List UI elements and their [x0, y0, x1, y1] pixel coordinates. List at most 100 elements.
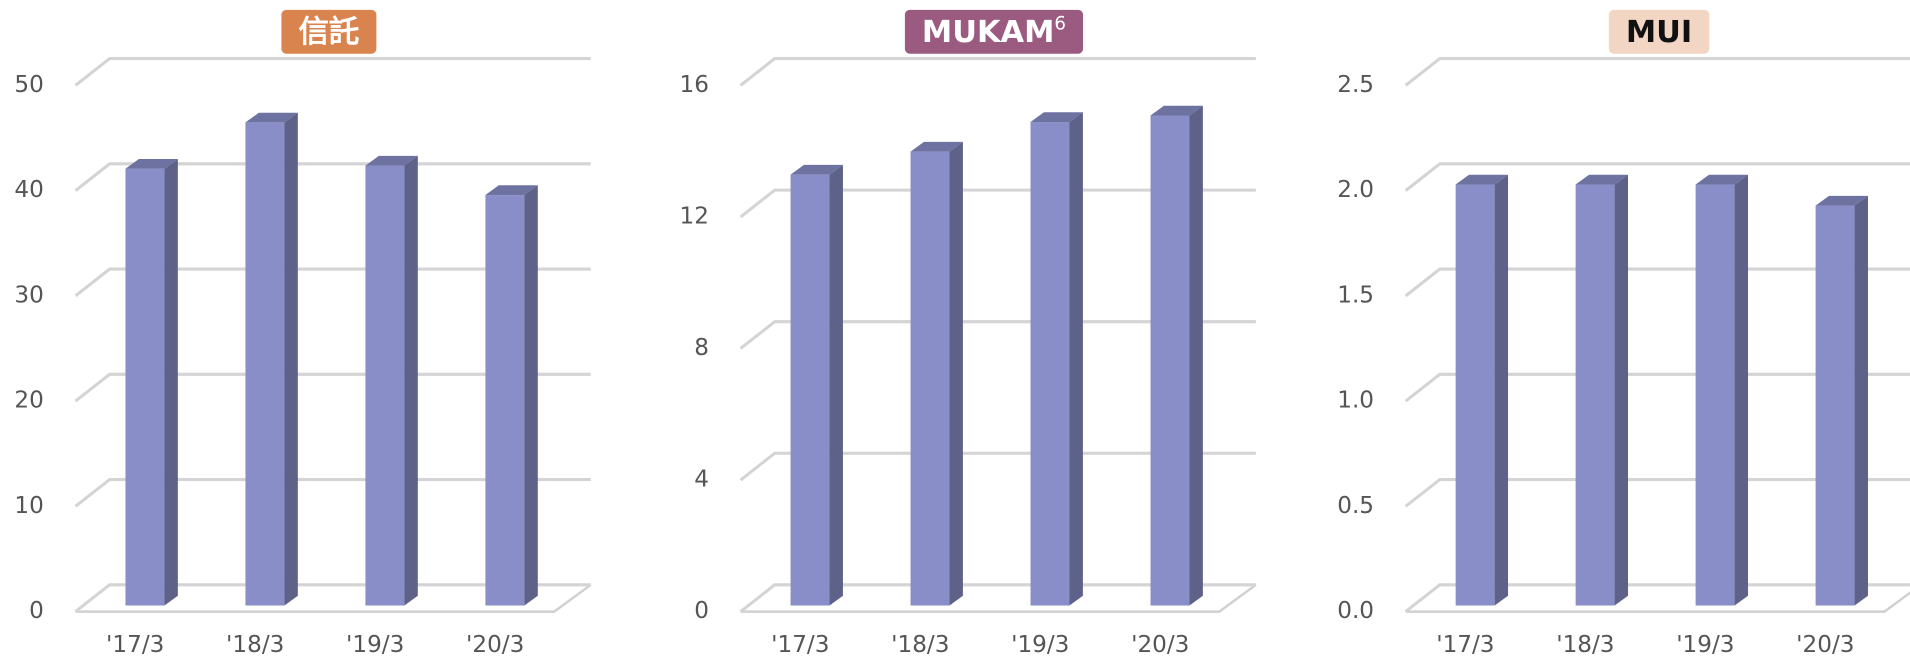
y-tick-label: 1.0 — [1337, 388, 1374, 414]
bar-side — [1614, 174, 1629, 606]
bar-top — [245, 112, 298, 123]
x-tick-label: '19/3 — [1011, 632, 1069, 658]
grid-line — [1404, 583, 1910, 613]
grid-line — [1404, 372, 1910, 403]
bar-side — [829, 164, 843, 606]
y-tick-label: 0.0 — [1337, 598, 1374, 624]
x-tick-label: '17/3 — [106, 632, 164, 658]
y-tick-label: 4 — [694, 467, 709, 493]
bar — [365, 155, 418, 606]
bar-front — [125, 168, 165, 606]
y-tick-label: 1.5 — [1337, 282, 1374, 308]
y-tick-label: 16 — [680, 72, 709, 98]
grid-line — [739, 583, 1256, 613]
bar — [485, 185, 538, 606]
bar-top — [1455, 174, 1509, 185]
chart-title: 信託 — [298, 13, 359, 49]
bar-side — [284, 112, 298, 606]
bar — [910, 141, 963, 606]
bar-front — [790, 174, 830, 606]
title-box — [1608, 9, 1710, 54]
bar — [1150, 105, 1203, 606]
y-tick-label: 8 — [694, 335, 709, 361]
y-tick-label: 0 — [29, 598, 44, 624]
grid-line — [74, 57, 591, 87]
chart-title-superscript: 6 — [1054, 13, 1066, 34]
chart: 0.0 0.5 1.0 1.5 2.0 2.5 '17/3 '18/3 '19/3 '20/3 MU… — [1337, 9, 1910, 658]
x-tick-label: '17/3 — [1436, 632, 1494, 658]
y-tick-label: 10 — [14, 493, 43, 519]
bar-top — [1030, 112, 1083, 123]
floor — [1405, 591, 1910, 613]
bar — [1695, 174, 1748, 606]
bar-front — [910, 151, 950, 606]
bar — [790, 164, 843, 606]
bar-side — [1494, 174, 1509, 606]
bar-top — [485, 185, 538, 196]
bar-top — [125, 159, 178, 169]
x-tick-label: '20/3 — [1796, 632, 1854, 658]
x-tick-label: '19/3 — [1676, 632, 1734, 658]
grid-line — [1404, 478, 1910, 508]
floor — [75, 583, 592, 613]
chart-title-text: 信託 — [298, 13, 359, 49]
grid-line — [739, 57, 1256, 87]
x-tick-label: '18/3 — [1556, 632, 1614, 658]
bar-front — [245, 122, 285, 606]
y-tick-label: 20 — [14, 388, 43, 414]
bar — [125, 159, 178, 606]
bar-front — [1030, 122, 1070, 606]
title-box — [904, 9, 1084, 54]
bar-side — [1734, 174, 1748, 606]
y-tick-label: 0.5 — [1337, 493, 1374, 519]
grid-line — [74, 267, 591, 298]
grid-line — [1404, 57, 1910, 87]
title-box — [281, 9, 377, 54]
grid-line — [74, 478, 591, 508]
bar-front — [365, 165, 405, 606]
y-tick-label: 12 — [680, 203, 709, 229]
bar-front — [1695, 184, 1735, 606]
bar — [1575, 174, 1629, 606]
chart: 0 10 20 30 40 50 '17/3 '18/3 '19/3 '20/3 信託 — [14, 9, 592, 658]
bar-top — [1575, 174, 1629, 185]
bar-side — [404, 155, 418, 606]
bar-top — [910, 141, 963, 152]
bar — [245, 112, 298, 606]
chart-title-text: MUI — [1626, 14, 1692, 49]
grid-line — [739, 451, 1256, 482]
x-tick-label: '19/3 — [346, 632, 404, 658]
bar-top — [1695, 174, 1748, 185]
x-tick-label: '18/3 — [226, 632, 284, 658]
bar-front — [485, 195, 525, 606]
bar — [1030, 112, 1083, 606]
grid-line — [1404, 267, 1910, 298]
y-tick-label: 40 — [14, 177, 43, 203]
floor — [740, 583, 1257, 613]
chart: 0 4 8 12 16 '17/3 '18/3 '19/3 '20/3 MUKAM6 — [680, 9, 1257, 658]
bar — [1815, 195, 1868, 606]
bar-side — [164, 159, 178, 606]
title-badge: 信託 — [281, 9, 377, 54]
bar-side — [524, 185, 538, 606]
y-tick-label: 2.0 — [1337, 177, 1374, 203]
x-tick-label: '20/3 — [1131, 632, 1189, 658]
y-tick-label: 2.5 — [1337, 72, 1374, 98]
title-badge: MUKAM6 — [904, 9, 1084, 54]
bar-front — [1455, 184, 1495, 606]
x-tick-label: '18/3 — [891, 632, 949, 658]
bar-top — [790, 164, 843, 175]
bar-top — [1815, 195, 1868, 206]
chart-title-text: MUKAM — [922, 14, 1054, 49]
grid-line — [74, 583, 591, 613]
bar-top — [365, 155, 418, 166]
title-badge: MUI — [1608, 9, 1710, 54]
bar-side — [1069, 112, 1083, 606]
grid-line — [739, 188, 1256, 219]
x-tick-label: '17/3 — [771, 632, 829, 658]
bar-front — [1150, 115, 1190, 606]
y-tick-label: 30 — [14, 282, 43, 308]
bar-front — [1815, 205, 1855, 606]
